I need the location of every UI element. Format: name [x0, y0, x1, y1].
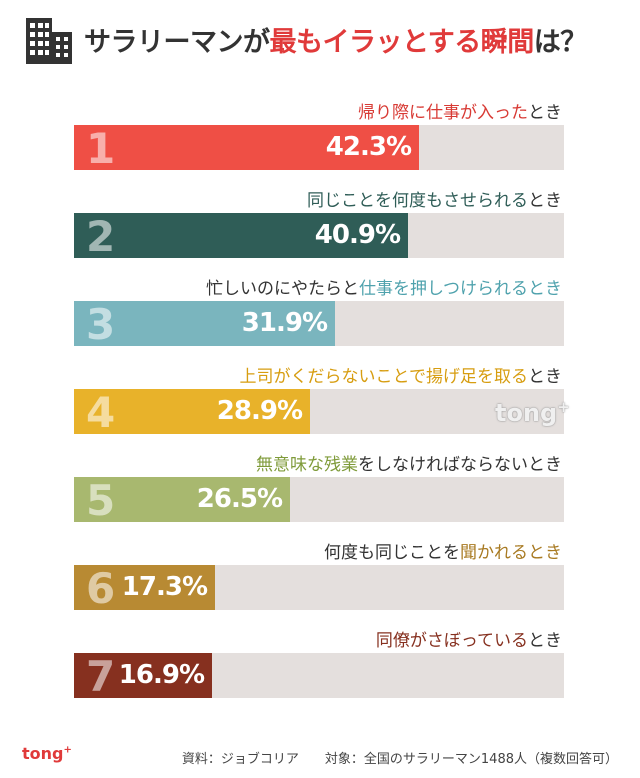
- target-text: 対象：全国のサラリーマン1488人（複数回答可）: [324, 752, 618, 767]
- bar: [74, 125, 419, 170]
- data-label: 31.9%: [241, 308, 328, 338]
- bar: [74, 653, 212, 698]
- bar-label: 上司がくだらないことで揚げ足を取るとき: [240, 362, 563, 387]
- bar-label-pre: 忙しいのにやたらと: [206, 279, 360, 299]
- bar-label: 同じことを何度もさせられるとき: [307, 186, 562, 211]
- rank-number: 5: [86, 476, 116, 525]
- bar-label-post: とき: [528, 191, 562, 211]
- bar-label-highlight: 聞かれるとき: [460, 543, 562, 563]
- bar-label-post: をしなければならないとき: [358, 455, 562, 475]
- bar-label-highlight: 無意味な残業: [256, 455, 358, 475]
- bar-row: 上司がくだらないことで揚げ足を取るとき 4 28.9%: [0, 362, 640, 452]
- bar-track: 1 42.3%: [74, 124, 564, 173]
- bar-row: 同僚がさぼっているとき 7 16.9%: [0, 626, 640, 716]
- bar-label-highlight: 仕事を押しつけられるとき: [359, 279, 562, 299]
- bar-row: 同じことを何度もさせられるとき 2 40.9%: [0, 186, 640, 276]
- watermark-plus: +: [557, 398, 570, 416]
- rank-number: 1: [86, 124, 116, 173]
- bar-label: 帰り際に仕事が入ったとき: [358, 98, 562, 123]
- footer-logo-text: tong: [22, 744, 64, 763]
- bar-label-post: とき: [528, 367, 562, 387]
- footer-logo: tong+: [22, 744, 72, 763]
- bar-label-post: とき: [528, 631, 562, 651]
- bar: [74, 477, 290, 522]
- bar: [74, 565, 215, 610]
- title-prefix: サラリーマンが: [84, 27, 270, 58]
- bar: [74, 389, 310, 434]
- bar-label: 同僚がさぼっているとき: [376, 626, 562, 651]
- bar-row: 何度も同じことを聞かれるとき 6 17.3%: [0, 538, 640, 628]
- bar-track: 2 40.9%: [74, 212, 564, 261]
- chart-title: サラリーマンが最もイラッとする瞬間は？: [84, 20, 587, 59]
- bar: [74, 301, 335, 346]
- rank-number: 3: [86, 300, 116, 349]
- data-label: 17.3%: [121, 572, 208, 602]
- bar-label: 無意味な残業をしなければならないとき: [256, 450, 562, 475]
- bar-row: 帰り際に仕事が入ったとき 1 42.3%: [0, 98, 640, 188]
- rank-number: 4: [86, 388, 116, 437]
- bar-label-highlight: 同じことを何度もさせられる: [307, 191, 528, 211]
- bar-label: 何度も同じことを聞かれるとき: [324, 538, 562, 563]
- bar-track: 6 17.3%: [74, 564, 564, 613]
- watermark-text: tong: [495, 399, 558, 427]
- title-suffix: は？: [533, 27, 588, 58]
- bar-label-pre: 何度も同じことを: [324, 543, 460, 563]
- chart-header: サラリーマンが最もイラッとする瞬間は？: [26, 14, 626, 74]
- bar-track: 4 28.9%: [74, 388, 564, 437]
- bar-label-highlight: 上司がくだらないことで揚げ足を取る: [239, 367, 529, 387]
- bar-label-highlight: 同僚がさぼっている: [375, 631, 528, 651]
- bar-track: 3 31.9%: [74, 300, 564, 349]
- data-label: 28.9%: [216, 396, 303, 426]
- title-highlight: 最もイラッとする瞬間: [269, 27, 535, 58]
- bar-track: 5 26.5%: [74, 476, 564, 525]
- bar-label-highlight: 帰り際に仕事が入った: [358, 103, 528, 123]
- data-label: 42.3%: [325, 132, 412, 162]
- rank-number: 2: [86, 212, 116, 261]
- source-note: 資料：ジョブコリア 対象：全国のサラリーマン1488人（複数回答可）: [182, 748, 618, 767]
- data-label: 40.9%: [314, 220, 401, 250]
- tong-watermark: tong+: [495, 398, 570, 427]
- bar-label: 忙しいのにやたらと仕事を押しつけられるとき: [206, 274, 562, 299]
- data-label: 26.5%: [196, 484, 283, 514]
- source-text: 資料：ジョブコリア: [181, 752, 299, 767]
- footer-logo-plus: +: [63, 744, 72, 756]
- rank-number: 7: [86, 652, 116, 701]
- bar-track: 7 16.9%: [74, 652, 564, 701]
- bar-row: 無意味な残業をしなければならないとき 5 26.5%: [0, 450, 640, 540]
- bar-label-post: とき: [528, 103, 562, 123]
- building-icon: [26, 18, 72, 64]
- data-label: 16.9%: [118, 660, 205, 690]
- rank-number: 6: [86, 564, 116, 613]
- bar-row: 忙しいのにやたらと仕事を押しつけられるとき 3 31.9%: [0, 274, 640, 364]
- bar: [74, 213, 408, 258]
